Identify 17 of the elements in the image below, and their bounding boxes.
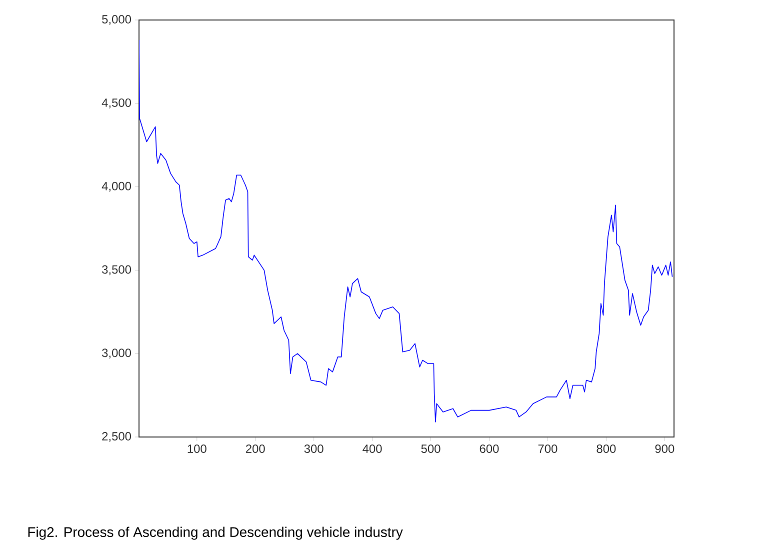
x-tick-label: 300 xyxy=(304,444,324,453)
x-tick-label: 200 xyxy=(246,444,265,453)
y-tick-label: 3,500 xyxy=(102,265,132,276)
x-tick-label: 700 xyxy=(538,444,558,453)
y-tick-label: 4,500 xyxy=(102,98,132,108)
y-tick-label: 5,000 xyxy=(102,15,132,25)
x-tick-label: 900 xyxy=(655,444,674,453)
caption: Fig2. Process of Ascending and Descending vehicle industry xyxy=(28,526,403,540)
line-series xyxy=(139,40,673,422)
x-tick-label: 500 xyxy=(421,444,440,453)
x-tick-label: 800 xyxy=(596,444,616,453)
y-tick-label: 4,000 xyxy=(102,182,132,192)
x-tick-label: 600 xyxy=(480,444,499,453)
x-tick-label: 100 xyxy=(188,444,206,453)
x-tick-label: 400 xyxy=(362,444,382,453)
y-tick-label: 2,500 xyxy=(102,432,132,442)
y-tick-label: 3,000 xyxy=(102,348,132,359)
